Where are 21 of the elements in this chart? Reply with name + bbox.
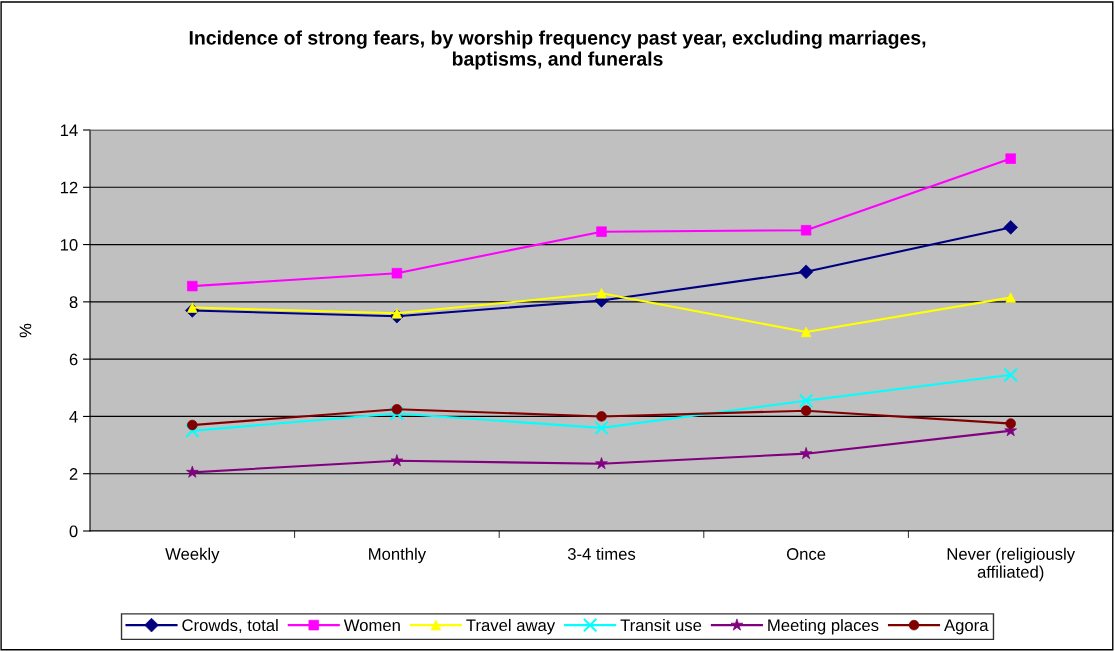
x-tick-label: 3-4 times	[567, 547, 636, 560]
legend-label: Travel away	[466, 618, 556, 635]
legend-label: Crowds, total	[182, 618, 278, 634]
legend-label: Agora	[944, 619, 989, 635]
x-tick-label: Monthly	[369, 547, 427, 564]
y-tick-label: 4	[69, 411, 78, 423]
legend-label: Meeting places	[768, 618, 879, 635]
y-tick-label: 14	[60, 124, 78, 137]
y-tick-label: 2	[69, 468, 78, 480]
chart-title: Incidence of strong fears, by worship frequency past year, excluding marriages, baptisms, and funerals	[189, 30, 926, 70]
y-tick-label: 12	[60, 181, 78, 194]
x-tick-label: Once	[786, 548, 826, 560]
x-tick-label: Never (religiously affiliated)	[947, 547, 1076, 582]
y-tick-label: 8	[69, 296, 78, 309]
x-tick-label: Weekly	[165, 547, 220, 564]
legend-label: Transit use	[620, 618, 702, 632]
y-tick-label: 10	[60, 238, 78, 251]
y-tick-label: 6	[69, 353, 78, 366]
y-axis-title: %	[19, 323, 32, 338]
legend-label: Women	[343, 619, 400, 632]
y-tick-label: 0	[69, 525, 78, 538]
